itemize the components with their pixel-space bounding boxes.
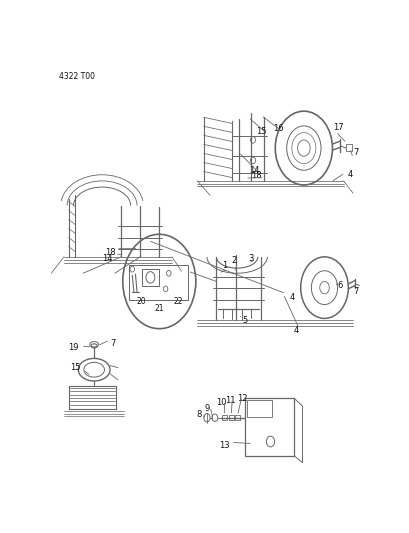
Bar: [228, 415, 233, 420]
Text: 5: 5: [242, 316, 247, 325]
Text: 22: 22: [173, 297, 183, 306]
Bar: [245, 399, 294, 456]
Text: 4: 4: [346, 170, 352, 179]
Text: 10: 10: [216, 398, 226, 407]
Text: 14: 14: [101, 254, 112, 263]
Text: 15: 15: [255, 127, 265, 136]
Text: 12: 12: [236, 394, 247, 403]
Text: 7: 7: [353, 287, 358, 296]
Text: 19: 19: [67, 343, 78, 352]
Text: 18: 18: [104, 248, 115, 257]
Text: 9: 9: [204, 404, 209, 413]
Text: 20: 20: [137, 297, 146, 306]
Text: 13: 13: [218, 441, 229, 450]
Bar: [129, 265, 187, 300]
Text: 1: 1: [221, 261, 227, 270]
Text: 21: 21: [154, 304, 164, 313]
Bar: [246, 400, 272, 417]
Bar: [234, 415, 239, 420]
Text: 15: 15: [70, 363, 80, 372]
Text: 11: 11: [225, 396, 236, 405]
Text: 3: 3: [248, 254, 254, 263]
Bar: [345, 144, 351, 151]
Bar: [142, 269, 159, 286]
Text: 6: 6: [337, 281, 342, 290]
Text: 16: 16: [272, 124, 283, 133]
Text: 2: 2: [231, 256, 236, 265]
Text: 7: 7: [353, 148, 358, 157]
Text: 4: 4: [292, 326, 298, 335]
Text: 4: 4: [290, 293, 294, 302]
Text: 8: 8: [196, 410, 201, 419]
Text: 4322 T00: 4322 T00: [59, 72, 95, 81]
Text: 14: 14: [249, 166, 259, 175]
Text: 18: 18: [251, 171, 261, 180]
Text: 17: 17: [333, 123, 343, 132]
Text: 7: 7: [110, 338, 116, 348]
Bar: [222, 415, 227, 420]
